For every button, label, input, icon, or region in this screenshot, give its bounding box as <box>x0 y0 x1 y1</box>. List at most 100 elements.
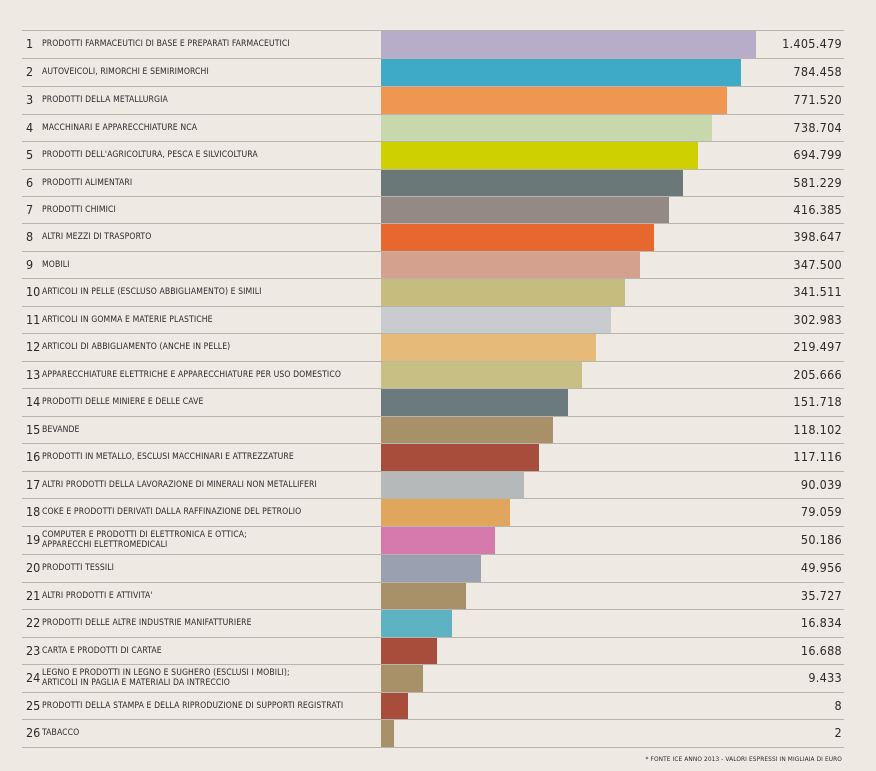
source-note: * FONTE ICE ANNO 2013 - VALORI ESPRESSI … <box>645 755 842 763</box>
bar-row: 18 COKE E PRODOTTI DERIVATI DALLA RAFFINA… <box>22 498 844 526</box>
bar-row: 25 PRODOTTI DELLA STAMPA E DELLA RIPRODUZ… <box>22 692 844 719</box>
bar-row: 23 CARTA E PRODOTTI DI CARTAE 16.688 <box>22 637 844 664</box>
bar-row: 8 ALTRI MEZZI DI TRASPORTO 398.647 <box>22 223 844 251</box>
value-label: 16.688 <box>800 642 842 658</box>
row-divider <box>22 609 844 610</box>
bar-row: 6 PRODOTTI ALIMENTARI 581.229 <box>22 169 844 196</box>
category-label: ALTRI MEZZI DI TRASPORTO <box>42 232 152 242</box>
rank-number: 17 <box>26 476 41 492</box>
rank-number: 7 <box>26 201 34 217</box>
bar <box>381 527 495 554</box>
row-divider <box>22 416 844 417</box>
category-label: APPARECCHIATURE ELETTRICHE E APPARECCHIA… <box>42 369 341 380</box>
bar-row: 14 PRODOTTI DELLE MINIERE E DELLE CAVE 151… <box>22 388 844 416</box>
category-label: TABACCO <box>42 728 80 738</box>
bar <box>381 362 582 388</box>
bar <box>381 115 712 141</box>
row-divider <box>22 582 844 583</box>
bar-row: 10 ARTICOLI IN PELLE (ESCLUSO ABBIGLIAMEN… <box>22 278 844 306</box>
bar-row: 2 AUTOVEICOLI, RIMORCHI E SEMIRIMORCHI 784… <box>22 58 844 86</box>
rank-number: 23 <box>26 642 41 658</box>
rank-number: 24 <box>26 670 41 685</box>
category-label: ALTRI PRODOTTI DELLA LAVORAZIONE DI MINE… <box>42 479 317 490</box>
bar <box>381 279 625 306</box>
value-label: 117.116 <box>793 449 842 464</box>
bar <box>381 389 568 416</box>
rank-number: 11 <box>26 311 41 327</box>
bar-row: 5 PRODOTTI DELL'AGRICOLTURA, PESCA E SILV… <box>22 141 844 169</box>
rank-number: 18 <box>26 504 41 519</box>
rank-number: 16 <box>26 449 41 464</box>
category-label: PRODOTTI DELLE ALTRE INDUSTRIE MANIFATTU… <box>42 618 252 628</box>
value-label: 35.727 <box>800 587 842 603</box>
rank-number: 2 <box>26 64 34 79</box>
value-label: 416.385 <box>793 201 842 217</box>
value-label: 398.647 <box>793 229 842 244</box>
rank-number: 9 <box>26 256 34 272</box>
bar-row: 21 ALTRI PRODOTTI E ATTIVITA' 35.727 <box>22 582 844 609</box>
value-label: 90.039 <box>800 476 842 492</box>
value-label: 219.497 <box>793 339 842 354</box>
value-label: 347.500 <box>793 256 842 272</box>
rank-number: 6 <box>26 174 34 190</box>
category-label: ARTICOLI IN GOMMA E MATERIE PLASTICHE <box>42 314 213 325</box>
row-divider <box>22 498 844 499</box>
bar <box>381 665 423 692</box>
rank-number: 22 <box>26 615 41 630</box>
rank-number: 26 <box>26 725 41 740</box>
category-label: ARTICOLI IN PELLE (ESCLUSO ABBIGLIAMENTO… <box>42 287 262 297</box>
bar <box>381 170 683 196</box>
bar <box>381 334 596 361</box>
rank-number: 10 <box>26 284 41 299</box>
value-label: 581.229 <box>793 174 842 190</box>
value-label: 9.433 <box>808 670 842 685</box>
category-label: BEVANDE <box>42 424 80 435</box>
row-divider <box>22 526 844 527</box>
row-divider <box>22 306 844 307</box>
bar-row: 4 MACCHINARI E APPARECCHIATURE NCA 738.704 <box>22 114 844 141</box>
rank-number: 8 <box>26 229 34 244</box>
value-label: 771.520 <box>793 92 842 107</box>
value-label: 8 <box>834 697 842 713</box>
bar-row: 22 PRODOTTI DELLE ALTRE INDUSTRIE MANIFAT… <box>22 609 844 637</box>
category-label: CARTA E PRODOTTI DI CARTAE <box>42 645 162 656</box>
category-label: AUTOVEICOLI, RIMORCHI E SEMIRIMORCHI <box>42 67 209 77</box>
category-label: MACCHINARI E APPARECCHIATURE NCA <box>42 122 198 133</box>
rank-number: 14 <box>26 394 41 409</box>
category-label: PRODOTTI TESSILI <box>42 563 115 573</box>
bar-row: 12 ARTICOLI DI ABBIGLIAMENTO (ANCHE IN PE… <box>22 333 844 361</box>
bar <box>381 693 408 719</box>
category-label: LEGNO E PRODOTTI IN LEGNO E SUGHERO (ESC… <box>42 668 290 688</box>
row-divider <box>22 114 844 115</box>
row-divider <box>22 443 844 444</box>
bar-row: 1 PRODOTTI FARMACEUTICI DI BASE E PREPARA… <box>22 30 844 58</box>
rank-number: 5 <box>26 147 34 162</box>
rank-number: 3 <box>26 92 34 107</box>
value-label: 118.102 <box>793 421 842 437</box>
bottom-divider <box>22 747 844 748</box>
bar <box>381 31 756 58</box>
rank-number: 20 <box>26 560 41 575</box>
rank-number: 15 <box>26 421 41 437</box>
category-label: ARTICOLI DI ABBIGLIAMENTO (ANCHE IN PELL… <box>42 342 231 352</box>
rank-number: 4 <box>26 119 34 135</box>
row-divider <box>22 223 844 224</box>
rank-number: 12 <box>26 339 41 354</box>
category-label: PRODOTTI IN METALLO, ESCLUSI MACCHINARI … <box>42 452 294 462</box>
value-label: 784.458 <box>793 64 842 79</box>
bar <box>381 472 524 498</box>
value-label: 205.666 <box>793 366 842 382</box>
row-divider <box>22 388 844 389</box>
rank-number: 21 <box>26 587 41 603</box>
row-divider <box>22 141 844 142</box>
category-label: PRODOTTI DELLE MINIERE E DELLE CAVE <box>42 397 204 407</box>
value-label: 302.983 <box>793 311 842 327</box>
row-divider <box>22 692 844 693</box>
bar <box>381 307 611 333</box>
value-label: 341.511 <box>793 284 842 299</box>
bar <box>381 583 466 609</box>
value-label: 49.956 <box>800 560 842 575</box>
rank-number: 25 <box>26 697 41 713</box>
value-label: 694.799 <box>793 147 842 162</box>
bar <box>381 444 539 471</box>
